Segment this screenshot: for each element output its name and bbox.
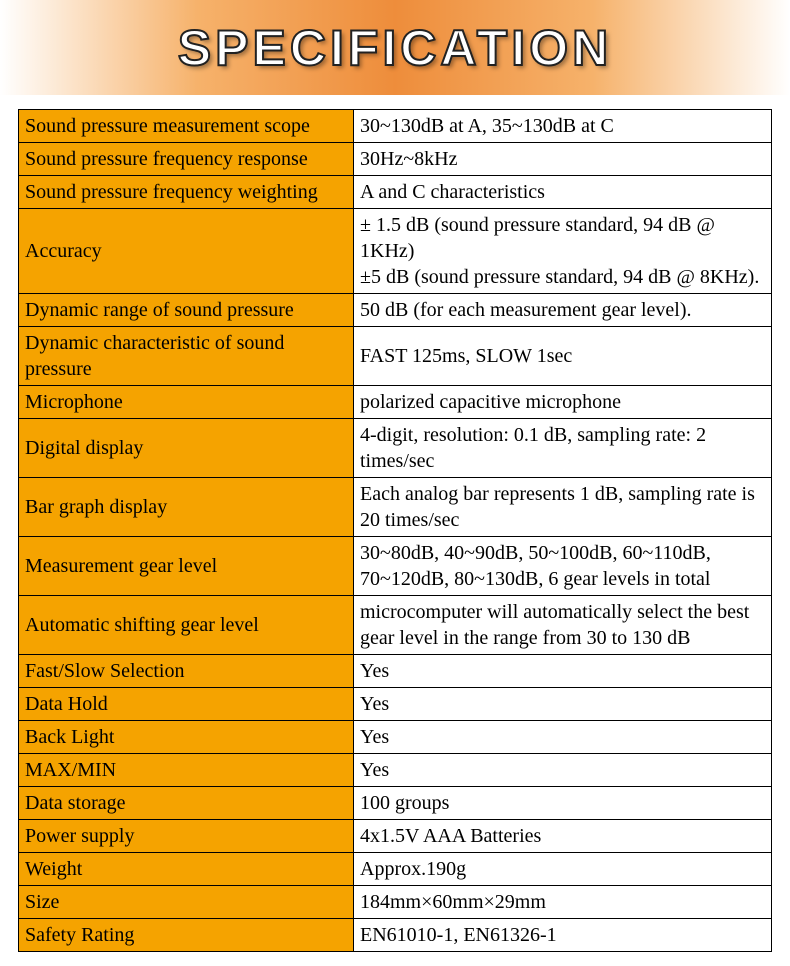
spec-label: Data storage: [19, 787, 354, 820]
spec-label: Safety Rating: [19, 919, 354, 952]
header-banner: SPECIFICATION: [0, 0, 790, 95]
table-row: Sound pressure measurement scope30~130dB…: [19, 110, 772, 143]
table-row: Fast/Slow SelectionYes: [19, 655, 772, 688]
spec-value: 50 dB (for each measurement gear level).: [354, 294, 772, 327]
table-row: Sound pressure frequency weightingA and …: [19, 176, 772, 209]
table-row: Measurement gear level30~80dB, 40~90dB, …: [19, 537, 772, 596]
spec-value: microcomputer will automatically select …: [354, 596, 772, 655]
spec-label: MAX/MIN: [19, 754, 354, 787]
spec-label: Data Hold: [19, 688, 354, 721]
spec-value: FAST 125ms, SLOW 1sec: [354, 327, 772, 386]
spec-value: Yes: [354, 655, 772, 688]
table-row: Automatic shifting gear levelmicrocomput…: [19, 596, 772, 655]
spec-label: Dynamic characteristic of sound pressure: [19, 327, 354, 386]
table-row: Data storage100 groups: [19, 787, 772, 820]
spec-value: ± 1.5 dB (sound pressure standard, 94 dB…: [354, 209, 772, 294]
table-row: MAX/MINYes: [19, 754, 772, 787]
table-row: Size184mm×60mm×29mm: [19, 886, 772, 919]
table-row: Bar graph displayEach analog bar represe…: [19, 478, 772, 537]
spec-label: Dynamic range of sound pressure: [19, 294, 354, 327]
spec-label: Sound pressure frequency response: [19, 143, 354, 176]
spec-value: 4x1.5V AAA Batteries: [354, 820, 772, 853]
spec-value: 30~130dB at A, 35~130dB at C: [354, 110, 772, 143]
table-row: Dynamic characteristic of sound pressure…: [19, 327, 772, 386]
spec-label: Back Light: [19, 721, 354, 754]
spec-label: Power supply: [19, 820, 354, 853]
spec-value: 184mm×60mm×29mm: [354, 886, 772, 919]
table-row: Power supply4x1.5V AAA Batteries: [19, 820, 772, 853]
spec-label: Size: [19, 886, 354, 919]
table-row: Digital display4-digit, resolution: 0.1 …: [19, 419, 772, 478]
spec-label: Measurement gear level: [19, 537, 354, 596]
spec-value: Yes: [354, 688, 772, 721]
spec-value: 30~80dB, 40~90dB, 50~100dB, 60~110dB, 70…: [354, 537, 772, 596]
table-row: Safety RatingEN61010-1, EN61326-1: [19, 919, 772, 952]
table-row: Accuracy± 1.5 dB (sound pressure standar…: [19, 209, 772, 294]
page-title: SPECIFICATION: [178, 19, 612, 77]
table-row: Back LightYes: [19, 721, 772, 754]
spec-table-body: Sound pressure measurement scope30~130dB…: [19, 110, 772, 952]
spec-label: Weight: [19, 853, 354, 886]
spec-table-container: Sound pressure measurement scope30~130dB…: [0, 95, 790, 966]
spec-label: Fast/Slow Selection: [19, 655, 354, 688]
spec-label: Microphone: [19, 386, 354, 419]
table-row: Microphonepolarized capacitive microphon…: [19, 386, 772, 419]
spec-label: Accuracy: [19, 209, 354, 294]
spec-label: Bar graph display: [19, 478, 354, 537]
spec-value: EN61010-1, EN61326-1: [354, 919, 772, 952]
spec-label: Automatic shifting gear level: [19, 596, 354, 655]
table-row: Sound pressure frequency response30Hz~8k…: [19, 143, 772, 176]
spec-value: polarized capacitive microphone: [354, 386, 772, 419]
table-row: WeightApprox.190g: [19, 853, 772, 886]
spec-value: Approx.190g: [354, 853, 772, 886]
table-row: Data HoldYes: [19, 688, 772, 721]
spec-value: Yes: [354, 721, 772, 754]
spec-value: 4-digit, resolution: 0.1 dB, sampling ra…: [354, 419, 772, 478]
spec-value: Each analog bar represents 1 dB, samplin…: [354, 478, 772, 537]
spec-label: Sound pressure frequency weighting: [19, 176, 354, 209]
spec-label: Sound pressure measurement scope: [19, 110, 354, 143]
spec-value: Yes: [354, 754, 772, 787]
spec-value: 100 groups: [354, 787, 772, 820]
spec-value: A and C characteristics: [354, 176, 772, 209]
spec-value: 30Hz~8kHz: [354, 143, 772, 176]
spec-label: Digital display: [19, 419, 354, 478]
table-row: Dynamic range of sound pressure50 dB (fo…: [19, 294, 772, 327]
spec-table: Sound pressure measurement scope30~130dB…: [18, 109, 772, 952]
